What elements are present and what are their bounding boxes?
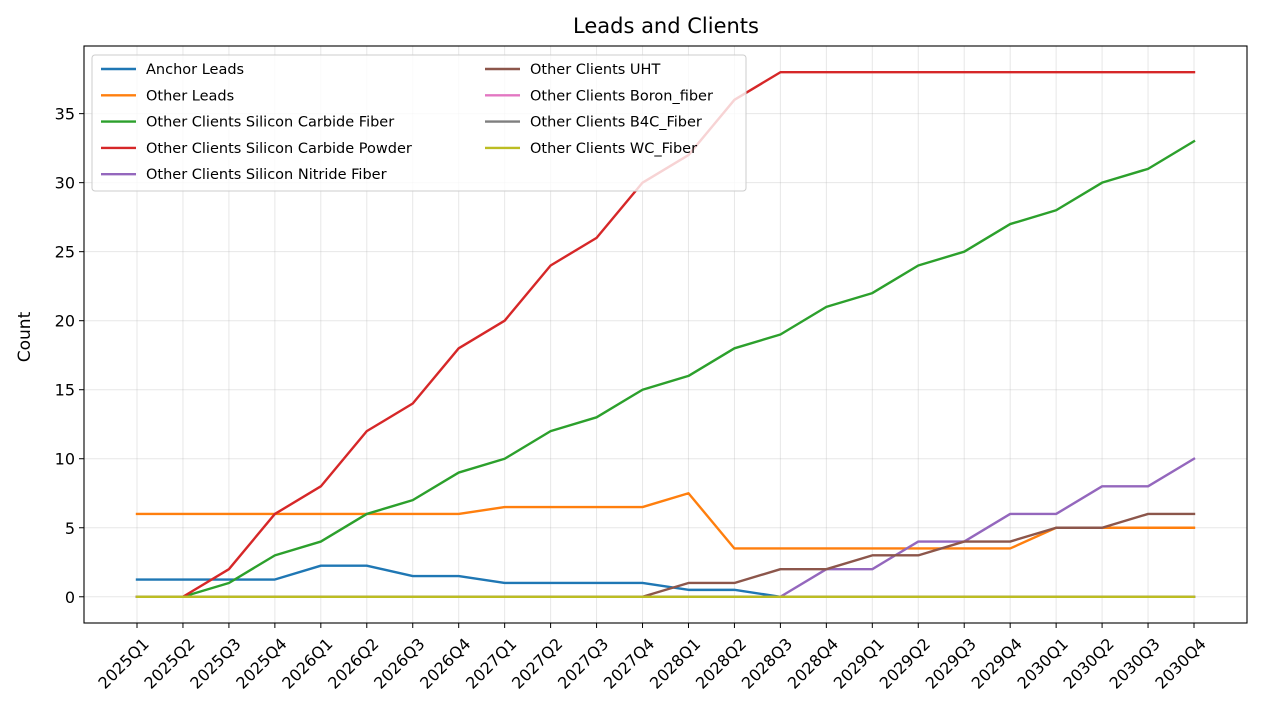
- y-tick-label: 10: [55, 450, 75, 469]
- series-line-other-clients-silicon-carbide-fiber: [135, 139, 1196, 598]
- x-axis: 2025Q12025Q22025Q32025Q42026Q12026Q22026…: [94, 623, 1210, 693]
- legend-label: Other Leads: [146, 88, 234, 104]
- legend-item: Other Leads: [101, 88, 234, 104]
- legend-label: Other Clients Silicon Nitride Fiber: [146, 167, 387, 183]
- series-lines: [135, 71, 1196, 598]
- legend-item: Other Clients Boron_fiber: [485, 88, 713, 104]
- y-tick-label: 20: [55, 312, 75, 331]
- legend-frame: [91, 54, 747, 192]
- legend-label: Other Clients B4C_Fiber: [530, 115, 702, 131]
- y-tick-label: 15: [55, 381, 75, 400]
- legend-item: Other Clients UHT: [485, 62, 660, 78]
- series-line-other-leads: [135, 492, 1196, 550]
- legend-item: Other Clients Silicon Carbide Fiber: [101, 115, 394, 131]
- legend-label: Other Clients Silicon Carbide Powder: [146, 141, 412, 157]
- chart-title: Leads and Clients: [573, 14, 759, 38]
- legend-label: Other Clients UHT: [530, 62, 660, 78]
- y-axis-label: Count: [15, 311, 35, 362]
- y-tick-label: 25: [55, 243, 75, 262]
- y-tick-label: 0: [65, 588, 75, 607]
- y-tick-label: 35: [55, 105, 75, 124]
- legend-label: Other Clients WC_Fiber: [530, 141, 697, 157]
- y-tick-label: 5: [65, 519, 75, 538]
- y-tick-label: 30: [55, 174, 75, 193]
- legend-label: Other Clients Silicon Carbide Fiber: [146, 115, 394, 131]
- x-tick-label: 2030Q4: [1151, 634, 1209, 692]
- series-line-anchor-leads: [135, 564, 1196, 598]
- legend-item: Other Clients Silicon Nitride Fiber: [101, 167, 387, 183]
- plot-area-frame: [83, 45, 1248, 624]
- legend-item: Other Clients WC_Fiber: [485, 141, 697, 157]
- legend-label: Other Clients Boron_fiber: [530, 88, 713, 104]
- series-line-other-clients-uht: [135, 512, 1196, 598]
- legend-item: Other Clients B4C_Fiber: [485, 115, 702, 131]
- legend-item: Other Clients Silicon Carbide Powder: [101, 141, 412, 157]
- legend-label: Anchor Leads: [146, 62, 244, 78]
- legend: Anchor Leads Other Leads Other Clients Sil…: [91, 54, 747, 192]
- y-axis: 0 5 10 15 20 25 30 35: [55, 105, 84, 607]
- legend-item: Anchor Leads: [101, 62, 244, 78]
